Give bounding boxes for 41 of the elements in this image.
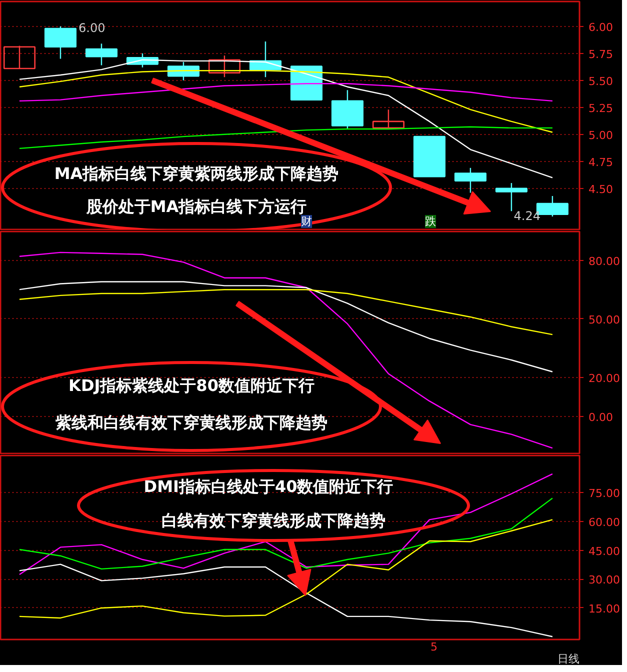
y-tick-label: 50.00	[588, 313, 620, 326]
annotation: 紫线和白线有效下穿黄线形成下降趋势	[54, 413, 328, 432]
y-tick-label: 4.75	[588, 156, 613, 169]
candlestick	[208, 54, 240, 78]
annotation: 跌	[425, 215, 436, 228]
y-tick-label: 4.50	[588, 182, 613, 196]
annotation: 财	[301, 215, 312, 228]
annotation: 股价处于MA指标白线下方运行	[85, 197, 307, 216]
candlestick	[372, 108, 404, 130]
line-series	[18, 83, 554, 102]
y-tick-label: 0.00	[588, 411, 613, 424]
annotation: 白线有效下穿黄线形成下降趋势	[162, 511, 386, 530]
y-tick-label: 60.00	[588, 516, 620, 529]
line-series	[18, 473, 554, 576]
annotation: 4.24	[514, 209, 540, 223]
annotation: KDJ指标紫线处于80数值附近下行	[68, 376, 314, 395]
annotation: DMI指标白线处于40数值附近下行	[144, 477, 394, 496]
y-tick-label: 5.25	[588, 102, 613, 115]
line-series	[18, 564, 554, 638]
y-tick-label: 75.00	[588, 487, 620, 500]
line-series	[18, 281, 554, 372]
y-tick-label: 30.00	[588, 574, 620, 587]
line-series	[18, 126, 554, 150]
line-series	[18, 288, 554, 336]
line-series	[18, 70, 554, 133]
text: 日线	[558, 652, 580, 666]
y-tick-label: 15.00	[588, 602, 620, 616]
annotation: 6.00	[78, 21, 106, 35]
y-tick-label: 5.00	[588, 128, 613, 142]
text: 5	[430, 640, 438, 654]
y-tick-label: 20.00	[588, 372, 620, 386]
candlestick	[3, 45, 36, 70]
line-series	[18, 498, 554, 570]
y-tick-label: 80.00	[588, 254, 620, 268]
y-tick-label: 5.75	[588, 48, 613, 61]
candlestick	[495, 182, 528, 212]
annotation: MA指标白线下穿黄紫两线形成下降趋势	[54, 164, 339, 183]
y-tick-label: 5.50	[588, 74, 613, 88]
y-tick-label: 45.00	[588, 544, 620, 558]
y-tick-label: 6.00	[588, 20, 613, 34]
line-series	[18, 252, 554, 449]
